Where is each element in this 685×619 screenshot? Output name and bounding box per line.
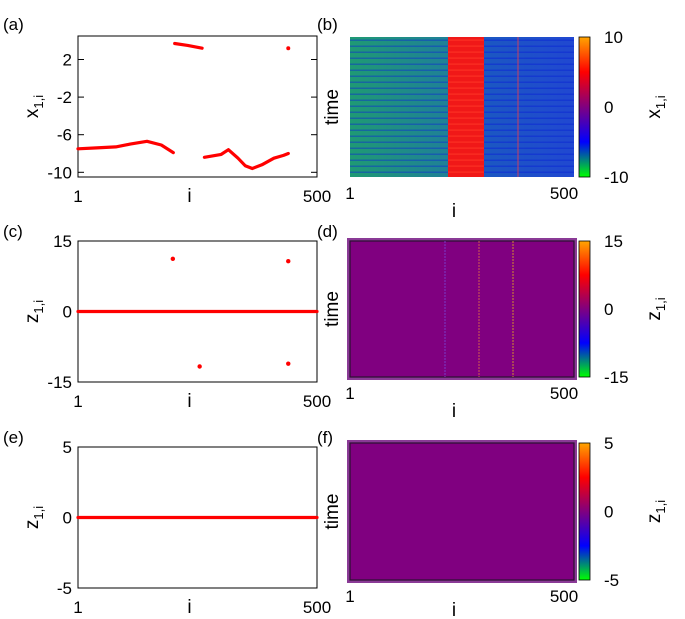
x-tick-label: 1 [73,392,82,411]
y-axis-label: time [322,89,343,125]
x-tick-label: 1 [345,384,354,403]
data-point [170,256,176,262]
panel-b: (b) 10 0 -10 x1,i 1 500 i time [317,15,668,222]
y-tick-label: -6 [57,126,72,145]
colorbar [578,36,591,178]
x-axis-label: i [452,401,456,422]
colorbar-tick-label: 5 [604,434,613,453]
plot-frame [77,35,318,178]
panel-f: (f) 5 0 -5 z1,i 1 500 i time [317,428,668,619]
y-tick-label: 15 [53,232,72,251]
x-tick-label: 1 [345,587,354,606]
y-tick-label: -2 [57,88,72,107]
y-axis-label: time [322,291,343,327]
x-tick-label: 500 [303,598,331,617]
y-axis-label: z1,i [22,506,46,529]
colorbar-label: z1,i [644,297,668,320]
x-tick-label: 500 [303,187,331,206]
colorbar-label: z1,i [644,500,668,523]
panel-label: (f) [317,428,333,447]
panel-a: (a) 2 -2 -6 -101 500 i x1,i [3,15,331,207]
x-tick-label: 500 [550,184,578,203]
panel-label: (e) [3,428,24,447]
colorbar-tick-label: -5 [604,571,619,590]
data-point [286,46,291,51]
colorbar [578,240,591,378]
y-tick-label: -10 [47,163,72,182]
y-tick-label: 0 [63,303,72,322]
colorbar-tick-label: 0 [604,503,613,522]
colorbar-tick-label: 10 [604,28,623,47]
data-series-line [202,148,290,171]
panel-e: (e) 5 0 -51 500 i z1,i [3,428,331,618]
data-point [197,364,202,369]
panel-label: (b) [317,15,338,34]
x-axis-label: i [187,186,191,207]
y-tick-label: -15 [47,373,72,392]
heatmap-background [349,240,575,378]
x-tick-label: 1 [73,598,82,617]
y-tick-label: 2 [63,51,72,70]
colorbar-tick-label: 0 [604,98,613,117]
data-series-line [76,139,175,155]
heatmap-background [349,442,575,581]
data-point [286,361,291,366]
panel-label: (c) [3,222,23,241]
x-tick-label: 1 [73,187,82,206]
colorbar-tick-label: -10 [604,168,629,187]
panel-c: (c) 15 0 -151 500 i z1,i [3,222,331,412]
panel-d: (d) 15 0 -15 z1,i 1 500 i time [317,222,668,422]
colorbar [578,442,591,581]
x-axis-label: i [187,391,191,412]
x-tick-label: 1 [345,184,354,203]
y-tick-label: 0 [63,509,72,528]
x-axis-label: i [452,600,456,619]
colorbar-tick-label: -15 [604,368,629,387]
y-axis-label: time [322,494,343,530]
panel-label: (d) [317,222,338,241]
x-tick-label: 500 [303,392,331,411]
heatmap-red-band [448,37,484,177]
x-axis-label: i [452,201,456,222]
data-series-line [173,41,204,50]
y-axis-label: x1,i [22,95,46,118]
colorbar-tick-label: 15 [604,232,623,251]
y-tick-label: -5 [57,579,72,598]
data-point [286,259,291,264]
colorbar-tick-label: 0 [604,300,613,319]
heatmap-blue-stripes [484,37,574,177]
x-tick-label: 500 [550,384,578,403]
y-tick-label: 5 [63,438,72,457]
y-axis-label: z1,i [22,300,46,323]
x-axis-label: i [187,597,191,618]
colorbar-label: x1,i [644,95,668,118]
panel-label: (a) [3,15,24,34]
x-tick-label: 500 [550,587,578,606]
